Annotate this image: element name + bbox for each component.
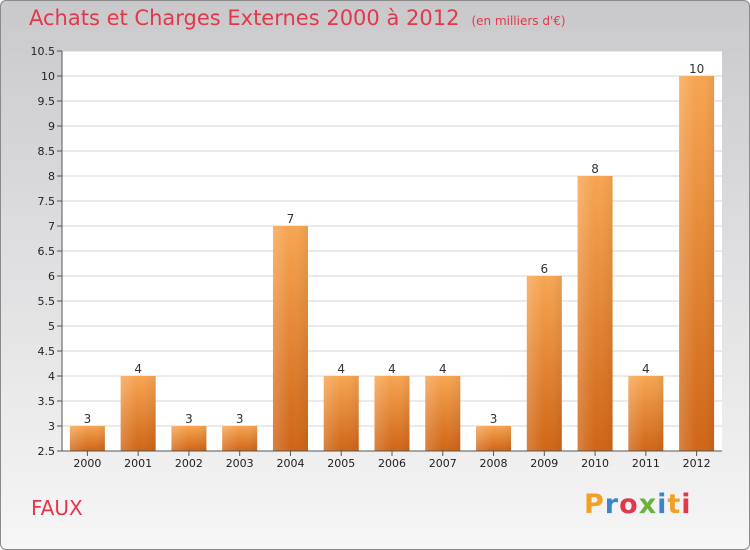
bar-shine xyxy=(69,426,105,451)
y-tick-label: 3.5 xyxy=(38,395,56,408)
y-tick-label: 9.5 xyxy=(38,95,56,108)
bar-shine xyxy=(679,76,715,451)
bar-shine xyxy=(476,426,512,451)
logo-letter: o xyxy=(619,489,639,520)
x-axis: 2000 2001 2002 2003 2004 2005 2006 2007 2008 2009… xyxy=(62,450,722,470)
y-tick-label: 5 xyxy=(48,320,55,333)
x-tick-label-2011: 2011 xyxy=(632,457,660,470)
bar-shine xyxy=(374,376,410,451)
logo-letter: x xyxy=(638,489,658,520)
y-tick-label: 3 xyxy=(48,420,55,433)
y-tick-label: 6 xyxy=(48,270,55,283)
value-label-2003: 3 xyxy=(236,412,244,426)
value-label-2002: 3 xyxy=(185,412,193,426)
x-tick-label-2000: 2000 xyxy=(73,457,101,470)
chart-title-block: Achats et Charges Externes 2000 à 2012 (e… xyxy=(29,6,566,30)
x-tick-label-2005: 2005 xyxy=(327,457,355,470)
value-label-2008: 3 xyxy=(490,412,498,426)
value-labels: 3 4 3 3 7 4 4 4 3 6 8 4 10 xyxy=(84,62,705,426)
y-tick-label: 7 xyxy=(48,220,55,233)
value-label-2001: 4 xyxy=(134,362,142,376)
x-tick-label-2009: 2009 xyxy=(530,457,558,470)
y-tick-label: 8 xyxy=(48,170,55,183)
bars xyxy=(69,76,715,451)
proxiti-logo[interactable]: Proxiti xyxy=(584,489,692,520)
logo-letter: i xyxy=(681,489,692,520)
value-label-2005: 4 xyxy=(337,362,345,376)
x-tick-label-2010: 2010 xyxy=(581,457,609,470)
y-tick-label: 7.5 xyxy=(38,195,56,208)
value-label-2000: 3 xyxy=(84,412,92,426)
y-tick-label: 9 xyxy=(48,120,55,133)
y-tick-label: 4.5 xyxy=(38,345,56,358)
bar-shine xyxy=(272,226,308,451)
value-label-2007: 4 xyxy=(439,362,447,376)
logo-letter: r xyxy=(604,489,620,520)
y-axis: 2.5 3 3.5 4 4.5 5 5.5 6 6.5 7 7.5 8 8.5 9 9.5 10 10.5 xyxy=(31,45,63,458)
value-label-2009: 6 xyxy=(540,262,548,276)
logo-letter: P xyxy=(584,489,605,520)
x-tick-label-2004: 2004 xyxy=(276,457,304,470)
y-tick-label: 4 xyxy=(48,370,55,383)
value-label-2010: 8 xyxy=(591,162,599,176)
value-label-2004: 7 xyxy=(287,212,295,226)
bar-shine xyxy=(120,376,156,451)
x-tick-label-2003: 2003 xyxy=(226,457,254,470)
chart-title: Achats et Charges Externes 2000 à 2012 xyxy=(29,6,460,30)
x-tick-label-2012: 2012 xyxy=(683,457,711,470)
value-label-2012: 10 xyxy=(689,62,704,76)
y-tick-label: 10 xyxy=(41,70,55,83)
value-label-2011: 4 xyxy=(642,362,650,376)
logo-letter: t xyxy=(667,489,682,520)
bar-shine xyxy=(425,376,461,451)
x-tick-label-2006: 2006 xyxy=(378,457,406,470)
x-tick-label-2002: 2002 xyxy=(175,457,203,470)
y-tick-label: 10.5 xyxy=(31,45,56,58)
bar-shine xyxy=(577,176,613,451)
y-tick-label: 8.5 xyxy=(38,145,56,158)
y-tick-label: 5.5 xyxy=(38,295,56,308)
bar-shine xyxy=(222,426,258,451)
logo-letter: i xyxy=(657,489,668,520)
bar-shine xyxy=(171,426,207,451)
x-tick-label-2008: 2008 xyxy=(480,457,508,470)
bar-shine xyxy=(323,376,359,451)
chart-subtitle: (en milliers d'€) xyxy=(471,14,566,28)
bar-shine xyxy=(526,276,562,451)
commune-name: FAUX xyxy=(31,496,83,520)
y-tick-label: 2.5 xyxy=(38,445,56,458)
bar-shine xyxy=(628,376,664,451)
x-tick-label-2001: 2001 xyxy=(124,457,152,470)
value-label-2006: 4 xyxy=(388,362,396,376)
y-tick-label: 6.5 xyxy=(38,245,56,258)
x-tick-label-2007: 2007 xyxy=(429,457,457,470)
